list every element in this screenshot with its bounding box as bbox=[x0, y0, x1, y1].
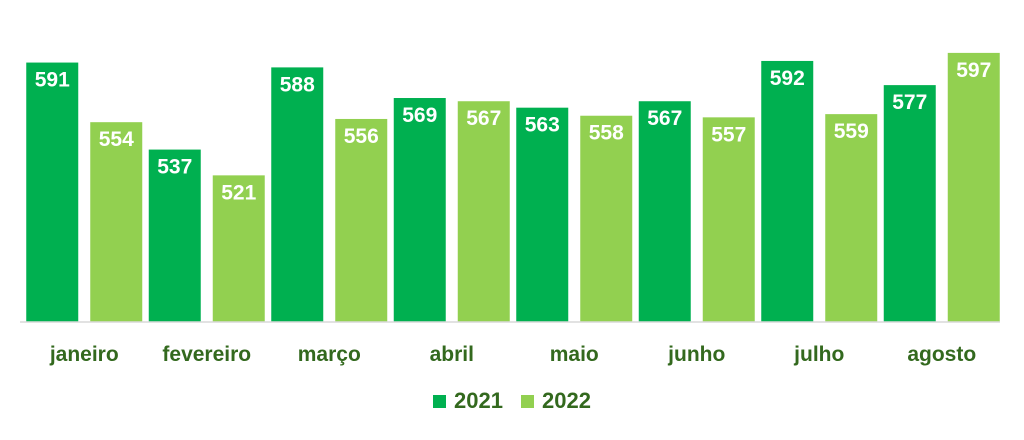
data-label-2022-abril: 567 bbox=[466, 107, 501, 130]
data-label-2021-fevereiro: 537 bbox=[157, 156, 192, 179]
data-label-2022-junho: 557 bbox=[711, 123, 746, 146]
bar-2022-abril bbox=[457, 101, 510, 322]
category-label-março: março bbox=[298, 343, 361, 366]
bar-2022-julho bbox=[825, 114, 878, 322]
data-label-2021-julho: 592 bbox=[770, 67, 805, 90]
data-label-2022-janeiro: 554 bbox=[99, 128, 134, 151]
legend-label-2022: 2022 bbox=[542, 388, 591, 413]
data-label-2022-março: 556 bbox=[344, 125, 379, 148]
bar-2021-janeiro bbox=[26, 62, 79, 323]
category-label-fevereiro: fevereiro bbox=[162, 343, 251, 366]
data-label-2021-agosto: 577 bbox=[892, 91, 927, 114]
bar-2021-maio bbox=[516, 107, 569, 323]
bar-2022-agosto bbox=[947, 52, 1000, 323]
data-label-2021-junho: 567 bbox=[647, 107, 682, 130]
category-label-maio: maio bbox=[550, 343, 599, 366]
bar-2022-janeiro bbox=[90, 122, 143, 322]
bar-2021-fevereiro bbox=[148, 149, 201, 322]
legend-swatch-2021 bbox=[433, 394, 447, 408]
bar-2021-junho bbox=[638, 101, 691, 322]
bar-2021-agosto bbox=[883, 85, 936, 323]
category-label-janeiro: janeiro bbox=[49, 343, 119, 366]
data-label-2021-março: 588 bbox=[280, 73, 315, 96]
bar-2021-abril bbox=[393, 98, 446, 322]
data-label-2021-maio: 563 bbox=[525, 114, 560, 137]
legend-swatch-2022 bbox=[521, 394, 534, 408]
category-labels: janeiro fevereiro março abril maio junho julho… bbox=[49, 343, 976, 366]
bars-group: 591 554 537 521 588 556 569 567 563 558 567 557 592 5… bbox=[26, 52, 1000, 323]
category-label-abril: abril bbox=[430, 343, 474, 366]
bar-2022-junho bbox=[702, 117, 755, 322]
data-label-2022-fevereiro: 521 bbox=[221, 181, 256, 204]
data-label-2022-agosto: 597 bbox=[956, 59, 991, 82]
category-label-julho: julho bbox=[793, 343, 844, 366]
legend-item-2022: 2022 bbox=[521, 388, 591, 414]
legend-item-2021: 2021 bbox=[433, 388, 503, 414]
category-label-agosto: agosto bbox=[907, 343, 976, 366]
bar-2022-maio bbox=[580, 115, 633, 322]
bar-2022-fevereiro bbox=[212, 175, 265, 322]
legend: 2021 2022 bbox=[0, 388, 1024, 414]
category-label-junho: junho bbox=[667, 343, 725, 366]
bar-2021-julho bbox=[761, 60, 814, 322]
data-label-2022-julho: 559 bbox=[834, 120, 869, 143]
data-label-2022-maio: 558 bbox=[589, 122, 624, 145]
bar-chart: 591 554 537 521 588 556 569 567 563 558 567 557 592 5… bbox=[20, 52, 1000, 366]
legend-label-2021: 2021 bbox=[454, 388, 503, 413]
bar-2021-março bbox=[271, 67, 324, 322]
bar-2022-março bbox=[335, 118, 388, 323]
data-label-2021-janeiro: 591 bbox=[35, 69, 70, 92]
data-label-2021-abril: 569 bbox=[402, 104, 437, 127]
